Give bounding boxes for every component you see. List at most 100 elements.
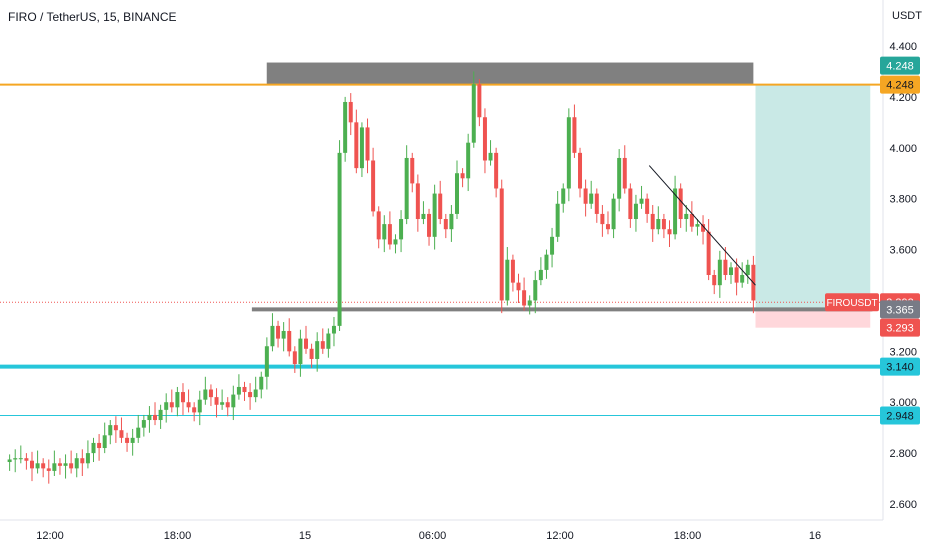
candle-body: [393, 239, 398, 245]
candle-body: [712, 275, 717, 286]
candle-body: [225, 402, 230, 408]
candle-body: [35, 463, 40, 469]
x-tick-label: 15: [299, 530, 311, 542]
symbol-tag: FIROUSDT: [826, 298, 877, 309]
candle-body: [684, 213, 689, 220]
support-2-price-label-bg: [880, 406, 920, 425]
candle-body: [141, 420, 146, 428]
candle-body: [63, 463, 68, 466]
candle-body: [639, 198, 644, 204]
candle-body: [169, 402, 174, 408]
candle-body: [158, 409, 163, 421]
candle-body: [337, 152, 342, 326]
support-price-label: 3.140: [886, 362, 914, 374]
y-tick-label: 4.400: [889, 41, 917, 53]
candle-body: [499, 188, 504, 301]
x-tick-label: 18:00: [164, 530, 192, 542]
candle-body: [80, 458, 85, 464]
resistance-price-label: 4.248: [886, 80, 914, 92]
candle-body: [343, 101, 348, 153]
candle-body: [276, 325, 281, 339]
candle-body: [611, 198, 616, 230]
candle-body: [236, 386, 241, 395]
candle-body: [74, 458, 79, 469]
candle-body: [253, 389, 258, 398]
candle-body: [617, 157, 622, 199]
candle-body: [421, 213, 426, 220]
price-axis-unit: USDT: [892, 10, 922, 22]
trendline: [648, 165, 756, 286]
candle-body: [331, 325, 336, 334]
candle-body: [678, 188, 683, 220]
y-tick-label: 3.200: [889, 346, 917, 358]
candle-body: [706, 231, 711, 275]
candle-body: [29, 460, 34, 469]
candle-body: [689, 213, 694, 227]
candle-body: [197, 399, 202, 413]
candle-body: [102, 435, 107, 449]
candle-body: [309, 348, 314, 359]
candle-body: [270, 325, 275, 347]
y-tick-label: 3.600: [889, 245, 917, 257]
candle-body: [734, 267, 739, 283]
candle-body: [661, 219, 666, 230]
candle-body: [125, 437, 130, 443]
candle-body: [578, 152, 583, 189]
candle-body: [18, 458, 23, 460]
candle-body: [645, 198, 650, 214]
candle-body: [175, 392, 180, 408]
candle-body: [516, 282, 521, 291]
candle-body: [113, 425, 118, 431]
target-zone: [755, 84, 871, 310]
candle-body: [443, 219, 448, 230]
candle-body: [555, 203, 560, 237]
candle-body: [633, 203, 638, 220]
y-tick-label: 3.000: [889, 397, 917, 409]
stop-price-label-bg: [880, 318, 920, 337]
candle-body: [320, 341, 325, 349]
candle-body: [605, 224, 610, 230]
candle-body: [203, 389, 208, 400]
candle-body: [410, 157, 415, 184]
x-tick-label: 06:00: [419, 530, 447, 542]
candle-body: [538, 269, 543, 281]
candle-body: [46, 468, 51, 471]
resistance-top-price-label-bg: [880, 56, 920, 75]
support-2-price-label: 2.948: [886, 410, 914, 422]
candle-body: [371, 160, 376, 212]
candle-body: [673, 188, 678, 235]
candle-body: [583, 188, 588, 204]
candle-body: [415, 183, 420, 220]
candle-body: [404, 157, 409, 220]
candle-body: [399, 219, 404, 240]
candle-body: [292, 351, 297, 365]
candle-body: [69, 463, 74, 469]
candle-body: [382, 224, 387, 240]
candle-body: [287, 330, 292, 352]
candle-body: [454, 173, 459, 214]
candle-body: [7, 459, 12, 463]
candles: [7, 71, 756, 484]
candle-body: [544, 254, 549, 270]
candle-body: [91, 442, 96, 454]
candle-body: [315, 341, 320, 359]
candle-body: [164, 402, 169, 410]
resistance-box: [266, 62, 754, 85]
candle-body: [432, 193, 437, 237]
candle-body: [180, 392, 185, 403]
candle-body: [348, 101, 353, 123]
candle-body: [482, 117, 487, 161]
candle-body: [438, 193, 443, 220]
candle-body: [723, 259, 728, 275]
candle-body: [354, 122, 359, 169]
resistance-price-label-bg: [880, 75, 920, 94]
candle-body: [153, 414, 158, 421]
candle-body: [667, 229, 672, 235]
candle-body: [97, 442, 102, 449]
candle-body: [460, 173, 465, 179]
stop-price-label: 3.293: [886, 323, 914, 335]
candle-body: [52, 463, 57, 471]
candle-body: [119, 430, 124, 438]
y-tick-label: 4.000: [889, 143, 917, 155]
